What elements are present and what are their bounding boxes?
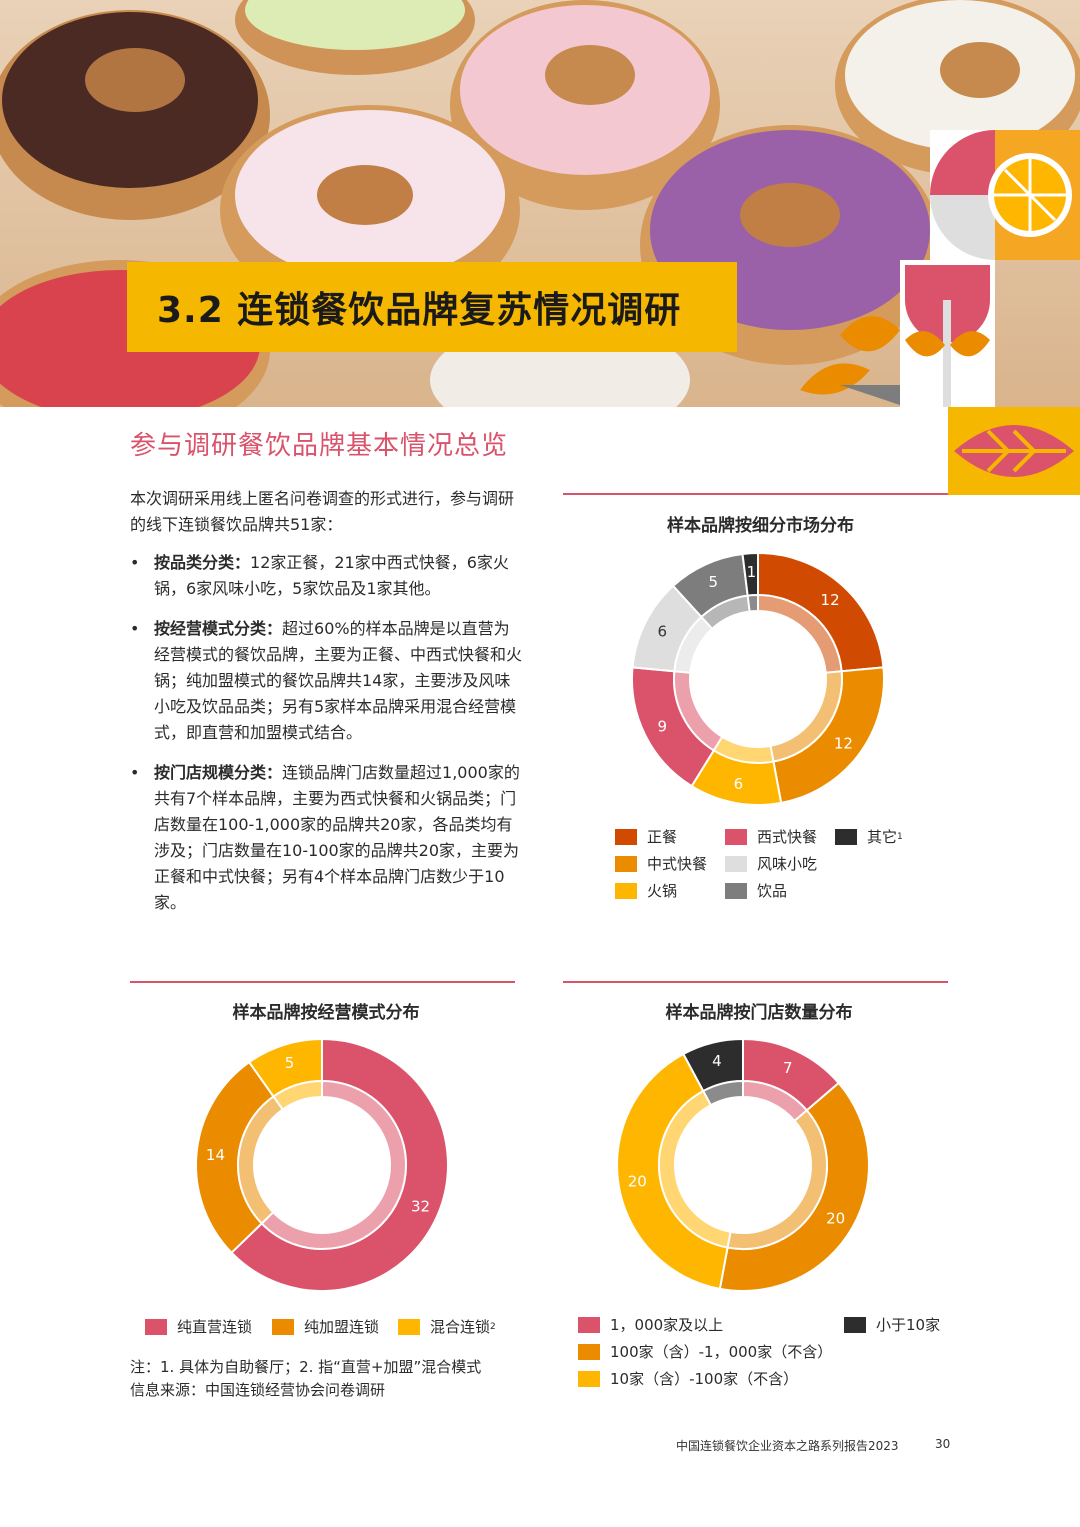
legend-item: 1，000家及以上 bbox=[578, 1314, 723, 1335]
donut-slice-inner-band bbox=[746, 593, 759, 613]
chart1-rule bbox=[563, 493, 948, 495]
legend-label: 火锅 bbox=[647, 882, 678, 900]
legend-swatch bbox=[578, 1343, 600, 1360]
footer-report-title: 中国连锁餐饮企业资本之路系列报告2023 bbox=[676, 1439, 899, 1453]
legend-item: 中式快餐 bbox=[615, 853, 707, 874]
bullet-operation-mode: 按经营模式分类：超过60%的样本品牌是以直营为经营模式的餐饮品牌，主要为正餐、中… bbox=[130, 616, 525, 746]
legend-label: 风味小吃 bbox=[757, 855, 818, 873]
slice-value-label: 9 bbox=[657, 718, 667, 736]
legend-label: 纯直营连锁 bbox=[177, 1318, 253, 1336]
slice-value-label: 32 bbox=[411, 1198, 430, 1216]
legend-swatch bbox=[145, 1318, 167, 1335]
operation-mode-donut-chart: 32 14 5 bbox=[195, 1037, 449, 1292]
donut-chocolate bbox=[0, 10, 270, 220]
legend-item: 饮品 bbox=[725, 880, 787, 901]
legend-swatch bbox=[844, 1316, 866, 1333]
slice-value-label: 14 bbox=[206, 1146, 225, 1164]
legend-label: 其它 bbox=[867, 828, 898, 846]
legend-item: 纯加盟连锁 bbox=[272, 1316, 379, 1337]
chart3-legend: 1，000家及以上 100家（含）-1，000家（不含） 10家（含）-100家（不… bbox=[578, 1314, 958, 1394]
donut-green bbox=[235, 0, 475, 75]
page-number: 30 bbox=[935, 1437, 951, 1451]
segment-donut-chart: 12 12 6 9 6 5 1 bbox=[631, 551, 885, 806]
legend-label: 纯加盟连锁 bbox=[304, 1318, 380, 1336]
legend-item: 混合连锁 2 bbox=[398, 1316, 496, 1337]
legend-label: 100家（含）-1，000家（不含） bbox=[610, 1343, 833, 1361]
donut-slice-inner-band bbox=[701, 1079, 744, 1107]
slice-value-label: 12 bbox=[821, 591, 840, 609]
geometric-decoration bbox=[800, 130, 1080, 407]
legend-swatch bbox=[578, 1316, 600, 1333]
slice-value-label: 5 bbox=[709, 573, 719, 591]
legend-item: 其它 1 bbox=[835, 826, 903, 847]
intro-lead: 本次调研采用线上匿名问卷调查的形式进行，参与调研的线下连锁餐饮品牌共51家： bbox=[130, 489, 515, 534]
legend-item: 正餐 bbox=[615, 826, 677, 847]
legend-label: 西式快餐 bbox=[757, 828, 818, 846]
subtitle: 参与调研餐饮品牌基本情况总览 bbox=[130, 431, 509, 461]
legend-swatch bbox=[725, 828, 747, 845]
section-title: 3.2 连锁餐饮品牌复苏情况调研 bbox=[127, 262, 737, 352]
bullet-category: 按品类分类：12家正餐，21家中西式快餐，6家火锅，6家风味小吃，5家饮品及1家… bbox=[130, 550, 525, 602]
legend-label: 饮品 bbox=[757, 882, 788, 900]
slice-value-label: 20 bbox=[628, 1172, 647, 1190]
chart3-rule bbox=[563, 981, 948, 983]
slice-value-label: 6 bbox=[657, 622, 667, 640]
legend-item: 10家（含）-100家（不含） bbox=[578, 1368, 798, 1389]
legend-item: 风味小吃 bbox=[725, 853, 817, 874]
note-line: 注：1. 具体为自助餐厅；2. 指“直营+加盟”混合模式 bbox=[130, 1358, 482, 1376]
legend-label: 混合连锁 bbox=[430, 1318, 491, 1336]
legend-label: 1，000家及以上 bbox=[610, 1316, 724, 1334]
legend-swatch bbox=[835, 828, 857, 845]
leaf-motif-icon bbox=[948, 407, 1080, 495]
chart1-title: 样本品牌按细分市场分布 bbox=[667, 516, 854, 536]
legend-label: 小于10家 bbox=[876, 1316, 941, 1334]
bullet-store-scale: 按门店规模分类：连锁品牌门店数量超过1,000家的共有7个样本品牌，主要为西式快… bbox=[130, 760, 525, 916]
legend-item: 纯直营连锁 bbox=[145, 1316, 252, 1337]
legend-label: 10家（含）-100家（不含） bbox=[610, 1370, 799, 1388]
legend-item: 100家（含）-1，000家（不含） bbox=[578, 1341, 832, 1362]
legend-label: 正餐 bbox=[647, 828, 678, 846]
legend-swatch bbox=[615, 882, 637, 899]
slice-value-label: 5 bbox=[285, 1054, 295, 1072]
legend-swatch bbox=[272, 1318, 294, 1335]
intro-text: 本次调研采用线上匿名问卷调查的形式进行，参与调研的线下连锁餐饮品牌共51家： 按… bbox=[130, 486, 525, 930]
legend-footnote-mark: 1 bbox=[897, 831, 903, 842]
slice-value-label: 4 bbox=[712, 1052, 722, 1070]
slice-value-label: 20 bbox=[826, 1210, 845, 1228]
intro-bullets: 按品类分类：12家正餐，21家中西式快餐，6家火锅，6家风味小吃，5家饮品及1家… bbox=[130, 550, 525, 916]
legend-footnote-mark: 2 bbox=[490, 1321, 496, 1332]
store-count-donut-chart: 7 20 20 4 bbox=[616, 1037, 870, 1292]
legend-swatch bbox=[398, 1318, 420, 1335]
legend-swatch bbox=[725, 882, 747, 899]
legend-swatch bbox=[615, 828, 637, 845]
legend-swatch bbox=[615, 855, 637, 872]
legend-swatch bbox=[725, 855, 747, 872]
donut-pink-pearls bbox=[450, 0, 720, 210]
chart2-rule bbox=[130, 981, 515, 983]
legend-swatch bbox=[578, 1370, 600, 1387]
chart2-legend: 纯直营连锁 纯加盟连锁 混合连锁 2 bbox=[145, 1316, 525, 1340]
slice-value-label: 12 bbox=[834, 734, 853, 752]
legend-label: 中式快餐 bbox=[647, 855, 708, 873]
chart1-legend: 正餐中式快餐火锅 西式快餐风味小吃饮品 其它 1 bbox=[615, 826, 955, 906]
legend-item: 火锅 bbox=[615, 880, 677, 901]
slice-value-label: 7 bbox=[783, 1059, 793, 1077]
notes: 注：1. 具体为自助餐厅；2. 指“直营+加盟”混合模式 信息来源：中国连锁经营… bbox=[130, 1356, 481, 1402]
chart3-title: 样本品牌按门店数量分布 bbox=[665, 1003, 853, 1023]
legend-item: 小于10家 bbox=[844, 1314, 940, 1335]
chart2-title: 样本品牌按经营模式分布 bbox=[232, 1003, 420, 1023]
donut-slice-inner-band bbox=[272, 1079, 323, 1111]
slice-value-label: 1 bbox=[747, 563, 757, 581]
legend-item: 西式快餐 bbox=[725, 826, 817, 847]
slice-value-label: 6 bbox=[734, 775, 744, 793]
source-line: 信息来源：中国连锁经营协会问卷调研 bbox=[130, 1381, 386, 1399]
